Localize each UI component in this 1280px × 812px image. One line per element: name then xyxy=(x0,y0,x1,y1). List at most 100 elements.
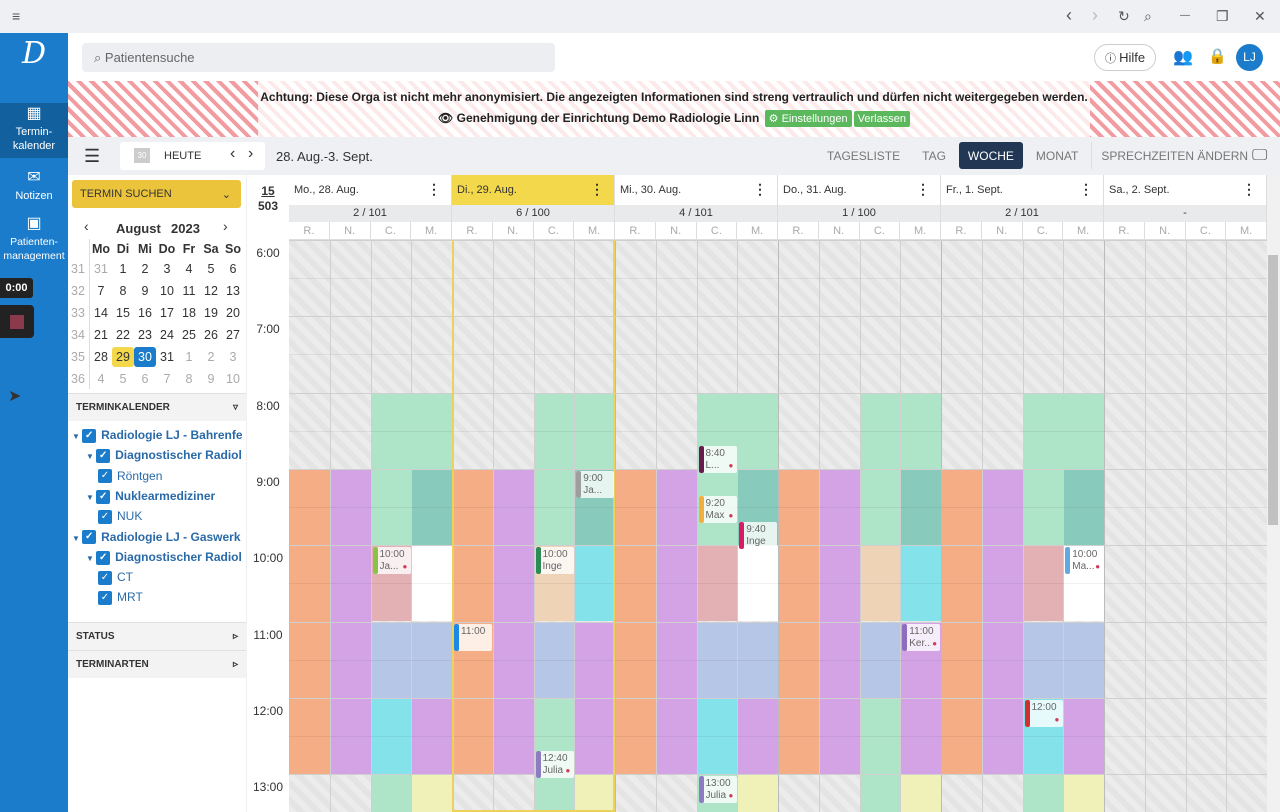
stop-timer-button[interactable] xyxy=(0,305,34,338)
change-hours-button[interactable]: SPRECHZEITEN ÄNDERN xyxy=(1091,142,1257,169)
team-icon[interactable]: 👥 xyxy=(1173,49,1193,66)
appointment[interactable]: 11:00 xyxy=(454,623,492,651)
checkbox-checked[interactable]: ✓ xyxy=(82,428,97,443)
appointment[interactable]: 10:00 Ja... ● xyxy=(372,547,411,575)
mini-cal-day[interactable]: 12 xyxy=(204,284,218,298)
more-options-icon[interactable]: ⋮ xyxy=(590,181,604,197)
availability-block[interactable] xyxy=(1063,697,1104,775)
day-header[interactable]: Fr., 1. Sept. ⋮ xyxy=(941,175,1104,205)
availability-block[interactable] xyxy=(900,392,941,469)
reload-button[interactable]: ↻ xyxy=(1118,8,1130,24)
more-options-icon[interactable]: ⋮ xyxy=(916,181,930,197)
appointment[interactable]: 9:00 Ja... xyxy=(576,470,615,498)
day-header[interactable]: Do., 31. Aug. ⋮ xyxy=(778,175,941,205)
calendar-tree-item[interactable]: ▼ ✓ Radiologie LJ - Gaswerk xyxy=(72,530,242,545)
availability-block[interactable] xyxy=(696,621,738,698)
caret-down-icon[interactable]: ▼ xyxy=(86,492,97,502)
mini-cal-day[interactable]: 13 xyxy=(226,284,240,298)
mini-cal-day[interactable]: 26 xyxy=(204,328,218,342)
availability-block[interactable] xyxy=(574,392,615,469)
mini-cal-day[interactable]: 17 xyxy=(160,306,174,320)
availability-block[interactable] xyxy=(411,468,452,546)
mini-cal-day[interactable]: 15 xyxy=(116,306,130,320)
availability-block[interactable] xyxy=(696,697,738,775)
availability-block[interactable] xyxy=(1063,468,1104,546)
availability-block[interactable] xyxy=(981,468,1023,775)
status-section[interactable]: STATUS ▹ xyxy=(68,622,246,650)
availability-block[interactable] xyxy=(778,468,819,775)
availability-block[interactable] xyxy=(615,468,656,775)
mini-cal-day[interactable]: 7 xyxy=(163,372,171,386)
today-button[interactable]: HEUTE xyxy=(164,150,202,162)
checkbox-checked[interactable]: ✓ xyxy=(98,591,112,606)
nav-patientenmanagement[interactable]: ▣ Patienten- management xyxy=(0,216,68,263)
availability-block[interactable] xyxy=(574,545,615,622)
availability-block[interactable] xyxy=(900,774,941,812)
mini-cal-day[interactable]: 3 xyxy=(229,350,237,364)
mini-cal-day[interactable]: 29 xyxy=(112,347,134,367)
leave-button[interactable]: Verlassen xyxy=(853,111,910,127)
more-options-icon[interactable]: ⋮ xyxy=(753,181,767,197)
mini-cal-day[interactable]: 1 xyxy=(185,350,193,364)
mini-cal-day[interactable]: 27 xyxy=(226,328,240,342)
mini-cal-day[interactable]: 23 xyxy=(138,328,152,342)
calendar-tree-item[interactable]: ▼ ✓ Diagnostischer Radiologe xyxy=(86,448,242,464)
availability-block[interactable] xyxy=(696,545,738,622)
appointment[interactable]: 13:00 Julia ● xyxy=(698,776,737,804)
view-monat[interactable]: MONAT xyxy=(1035,149,1079,163)
availability-block[interactable] xyxy=(370,621,412,698)
mini-cal-day[interactable]: 4 xyxy=(185,262,193,276)
checkbox-checked[interactable]: ✓ xyxy=(96,550,111,565)
mini-cal-day[interactable]: 21 xyxy=(94,328,108,342)
availability-block[interactable] xyxy=(411,392,452,469)
mini-cal-day[interactable]: 10 xyxy=(160,284,174,298)
calendar-tree-item[interactable]: ✓ NUK xyxy=(98,509,242,525)
more-options-icon[interactable]: ⋮ xyxy=(1079,181,1093,197)
close-button[interactable]: ✕ xyxy=(1254,8,1266,24)
mini-cal-day[interactable]: 8 xyxy=(119,284,127,298)
caret-down-icon[interactable]: ▼ xyxy=(72,432,83,441)
availability-block[interactable] xyxy=(492,468,534,775)
mini-cal-day[interactable]: 11 xyxy=(182,284,196,298)
mini-cal-day[interactable]: 30 xyxy=(134,347,156,367)
checkbox-checked[interactable]: ✓ xyxy=(98,570,112,585)
availability-block[interactable] xyxy=(859,697,901,812)
menu-icon[interactable]: ≡ xyxy=(12,8,21,24)
caret-down-icon[interactable]: ▼ xyxy=(86,452,97,462)
next-month-button[interactable]: › xyxy=(223,218,228,234)
checkbox-checked[interactable]: ✓ xyxy=(98,469,112,484)
calendar-tree-item[interactable]: ✓ MRT xyxy=(98,590,242,606)
mini-cal-day[interactable]: 7 xyxy=(97,284,105,298)
availability-block[interactable] xyxy=(411,545,452,622)
mini-cal-day[interactable]: 6 xyxy=(229,262,237,276)
prev-month-button[interactable]: ‹ xyxy=(84,218,89,234)
availability-block[interactable] xyxy=(574,774,615,812)
availability-block[interactable] xyxy=(737,621,778,698)
availability-block[interactable] xyxy=(1022,545,1064,622)
caret-down-icon[interactable]: ▼ xyxy=(86,553,97,563)
maximize-button[interactable]: ❐ xyxy=(1216,8,1229,24)
availability-block[interactable] xyxy=(737,392,778,469)
mini-cal-day[interactable]: 1 xyxy=(119,262,127,276)
day-header[interactable]: Sa., 2. Sept. ⋮ xyxy=(1104,175,1267,205)
checkbox-checked[interactable]: ✓ xyxy=(96,449,111,464)
scrollbar[interactable] xyxy=(1267,175,1280,812)
availability-block[interactable] xyxy=(818,468,860,775)
availability-block[interactable] xyxy=(1063,392,1104,469)
calendar-tree-item[interactable]: ✓ CT xyxy=(98,570,242,585)
mini-cal-day[interactable]: 6 xyxy=(141,372,149,386)
appointment[interactable]: 8:40 L... ● xyxy=(698,445,737,473)
calendar-tree-item[interactable]: ▼ ✓ Diagnostischer Radiologe xyxy=(86,550,242,565)
mini-cal-day[interactable]: 9 xyxy=(207,372,215,386)
mini-cal-day[interactable]: 4 xyxy=(97,372,105,386)
avatar[interactable]: LJ xyxy=(1236,44,1263,71)
settings-button[interactable]: ⚙ Einstellungen xyxy=(764,110,852,127)
calendar-tree-item[interactable]: ✓ Röntgen xyxy=(98,469,242,484)
scrollbar-thumb[interactable] xyxy=(1268,255,1278,525)
lock-icon[interactable]: 🔒 xyxy=(1208,48,1227,65)
back-button[interactable]: ‹ xyxy=(1066,5,1072,25)
availability-block[interactable] xyxy=(1022,774,1064,812)
app-logo[interactable]: D xyxy=(21,36,47,71)
availability-block[interactable] xyxy=(655,468,697,775)
mini-cal-day[interactable]: 25 xyxy=(182,328,196,342)
